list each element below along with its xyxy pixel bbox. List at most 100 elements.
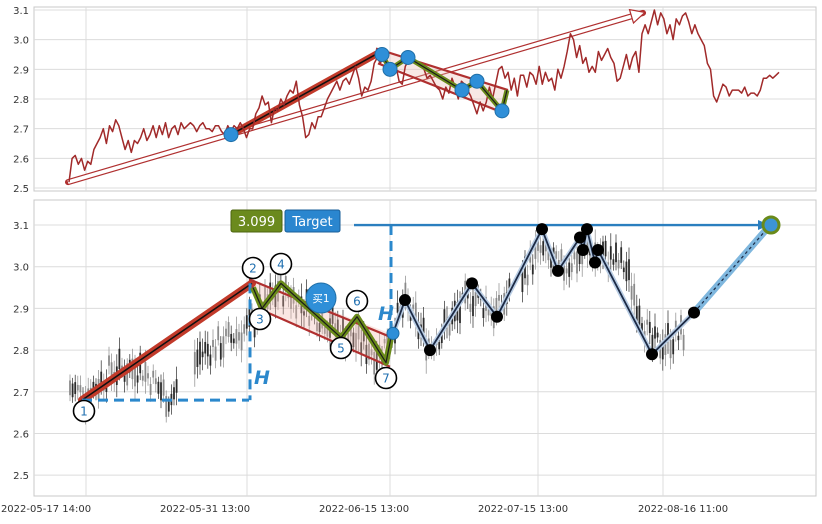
- candle-body: [667, 323, 669, 342]
- candle-body: [459, 302, 461, 324]
- candle-body: [360, 342, 363, 354]
- candle-body: [646, 319, 649, 325]
- candle-body: [219, 343, 222, 360]
- candle-body: [206, 343, 209, 357]
- candle-body: [357, 320, 360, 340]
- pivot-label-1: 1: [80, 405, 88, 419]
- bottom-ytick-label: 3.1: [13, 221, 29, 232]
- candle-body: [633, 283, 636, 306]
- top-pivot-dot: [223, 127, 239, 143]
- candle-body: [269, 282, 272, 301]
- follow-pivot-dot: [688, 306, 700, 319]
- candle-body: [482, 308, 485, 318]
- candle-body: [620, 247, 623, 263]
- candle-body: [654, 326, 656, 339]
- candle-body: [612, 259, 615, 265]
- xtick-label: 2022-08-16 11:00: [638, 504, 728, 515]
- candle-body: [669, 340, 672, 359]
- candle-body: [154, 378, 157, 385]
- candle-body: [108, 355, 110, 366]
- follow-pivot-dot: [399, 294, 411, 307]
- top-rising-leg-core: [230, 50, 382, 136]
- candle-body: [495, 297, 498, 319]
- xtick-label: 2022-05-31 13:00: [160, 504, 250, 515]
- candle-body: [141, 375, 144, 381]
- follow-pivot-dot: [646, 348, 658, 361]
- candle-body: [661, 340, 664, 360]
- candle-body: [303, 311, 305, 316]
- pivot-marker-1: [72, 399, 96, 423]
- candle-body: [238, 332, 240, 341]
- candle-body: [264, 286, 266, 303]
- candle-body: [368, 343, 370, 360]
- candle-body: [542, 241, 545, 256]
- follow-pivot-dot: [424, 344, 436, 357]
- follow-pivot-dot: [592, 244, 604, 257]
- target-label-text: Target: [291, 215, 332, 230]
- candle-body: [375, 347, 378, 370]
- candle-body: [347, 333, 350, 343]
- entry-dot: [386, 326, 400, 340]
- candle-body: [243, 324, 246, 334]
- bottom-wedge-fill: [250, 279, 390, 367]
- top-pivot-dot: [400, 49, 416, 65]
- candle-body: [160, 382, 162, 401]
- pivot-label-2: 2: [249, 262, 257, 276]
- candle-body: [110, 362, 113, 383]
- pivot-label-7: 7: [382, 372, 390, 386]
- top-pivot-dot: [494, 103, 510, 119]
- candle-body: [628, 259, 630, 281]
- candle-body: [167, 401, 170, 412]
- follow-pivot-dot: [552, 264, 564, 277]
- top-pivot-dot: [374, 46, 390, 62]
- candle-body: [641, 323, 643, 332]
- candle-body: [487, 308, 490, 316]
- candle-body: [547, 251, 550, 261]
- candle-body: [438, 342, 441, 350]
- candle-body: [175, 379, 178, 393]
- bottom-ytick-label: 2.6: [13, 429, 29, 440]
- top-pivot-dot: [454, 82, 470, 98]
- candle-body: [201, 351, 204, 358]
- candle-body: [573, 252, 576, 260]
- candle-body: [557, 260, 560, 265]
- candle-body: [651, 334, 654, 355]
- candle-body: [672, 339, 675, 355]
- pivot-label-3: 3: [256, 313, 264, 327]
- follow-pivot-dot: [581, 223, 593, 236]
- candle-body: [570, 263, 573, 273]
- candle-body: [456, 302, 459, 321]
- top-ytick-label: 3.0: [13, 36, 29, 47]
- candle-body: [147, 373, 149, 379]
- candle-body: [396, 302, 399, 313]
- candle-body: [373, 351, 376, 375]
- candle-body: [118, 348, 121, 370]
- top-ytick-label: 2.7: [13, 125, 29, 136]
- buy-badge-label: 买1: [312, 293, 329, 305]
- candle-body: [76, 384, 79, 391]
- candle-body: [440, 329, 443, 344]
- candle-body: [274, 285, 277, 308]
- candle-body: [92, 381, 95, 393]
- candle-body: [79, 385, 82, 393]
- pivot-marker-6: [345, 289, 369, 313]
- pivot-label-5: 5: [337, 342, 345, 356]
- candle-body: [295, 305, 298, 319]
- candle-body: [498, 294, 500, 301]
- bottom-wedge-lower: [257, 307, 391, 368]
- candle-body: [404, 282, 407, 304]
- candle-body: [123, 370, 126, 382]
- candle-body: [555, 251, 558, 259]
- target-value-box: [230, 209, 283, 233]
- candle-body: [74, 382, 77, 395]
- candle-body: [235, 329, 238, 344]
- candle-body: [71, 383, 74, 398]
- candle-body: [383, 339, 386, 344]
- candle-body: [576, 251, 578, 274]
- candle-body: [209, 354, 212, 366]
- buy-badge: [305, 282, 337, 314]
- candle-body: [448, 322, 451, 336]
- xtick-label: 2022-05-17 14:00: [1, 504, 91, 515]
- candle-body: [615, 242, 617, 263]
